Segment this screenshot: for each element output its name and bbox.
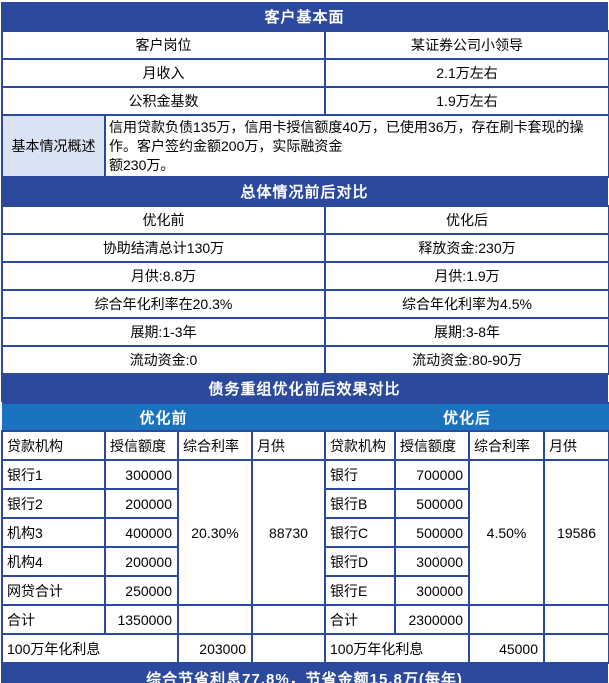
lender-name: 网贷合计 [1, 575, 106, 606]
total-label-after: 合计 [324, 604, 397, 635]
column-header-row: 贷款机构 授信额度 综合利率 月供 贷款机构 授信额度 综合利率 月供 [1, 430, 609, 461]
credit-amount: 500000 [394, 517, 471, 548]
term-after: 展期:3-8年 [324, 317, 609, 347]
table-row: 月供:8.8万 月供:1.9万 [1, 261, 609, 291]
table-row: 展期:1-3年 展期:3-8年 [1, 317, 609, 347]
credit-amount: 200000 [104, 488, 179, 519]
annual-interest-label-after: 100万年化利息 [324, 633, 471, 664]
annual-interest-label-before: 100万年化利息 [1, 633, 179, 664]
monthly-payment-after: 月供:1.9万 [324, 261, 609, 291]
customer-basics-table: 客户岗位 某证券公司小领导 月收入 2.1万左右 公积金基数 1.9万左右 基本… [1, 30, 609, 178]
savings-summary-footer: 综合节省利息77.8%，节省金额15.8万(每年) [1, 664, 608, 683]
housing-fund-base-value: 1.9万左右 [324, 86, 609, 116]
col-lender-after: 贷款机构 [324, 430, 397, 461]
monthly-payment-before: 月供:8.8万 [1, 261, 326, 291]
credit-amount: 500000 [394, 488, 471, 519]
total-row: 合计 1350000 合计 2300000 [1, 604, 609, 635]
lender-name: 银行1 [1, 459, 106, 490]
lender-name: 银行C [324, 517, 397, 548]
empty-cell [250, 604, 327, 635]
annual-interest-before: 203000 [177, 633, 253, 664]
table-row: 机构3 400000 银行C 500000 [1, 517, 609, 548]
credit-amount: 300000 [394, 575, 471, 606]
total-amount-before: 1350000 [104, 604, 179, 635]
housing-fund-base-label: 公积金基数 [1, 86, 326, 116]
monthly-income-label: 月收入 [1, 58, 326, 88]
after-header: 优化后 [324, 205, 609, 235]
credit-amount: 200000 [104, 546, 179, 577]
monthly-payment-after-value: 19586 [543, 459, 609, 606]
credit-amount: 700000 [394, 459, 471, 490]
term-before: 展期:1-3年 [1, 317, 326, 347]
col-payment-after: 月供 [543, 430, 609, 461]
before-header: 优化前 [1, 205, 326, 235]
table-row: 流动资金:0 流动资金:80-90万 [1, 345, 609, 375]
combined-rate-after: 4.50% [468, 459, 546, 606]
lender-name: 机构4 [1, 546, 106, 577]
col-credit-before: 授信额度 [104, 430, 179, 461]
released-funds-after: 释放资金:230万 [324, 233, 609, 263]
liquidity-after: 流动资金:80-90万 [324, 345, 609, 375]
monthly-payment-before-value: 88730 [250, 459, 327, 606]
settled-total-before: 协助结清总计130万 [1, 233, 326, 263]
customer-role-value: 某证券公司小领导 [324, 30, 609, 60]
basic-overview-text: 信用贷款负债135万，信用卡授信额度40万，已使用36万，存在刷卡套现的操作。客… [104, 114, 609, 178]
empty-cell [468, 604, 546, 635]
total-label-before: 合计 [1, 604, 106, 635]
before-band-label: 优化前 [2, 402, 326, 432]
section-title-restructuring-effect: 债务重组优化前后效果对比 [1, 375, 608, 402]
combined-rate-before: 20.30% [177, 459, 253, 606]
table-row: 客户岗位 某证券公司小领导 [1, 30, 609, 60]
section-title-overall-comparison: 总体情况前后对比 [1, 178, 608, 205]
annual-rate-before: 综合年化利率在20.3% [1, 289, 326, 319]
annual-rate-after: 综合年化利率为4.5% [324, 289, 609, 319]
table-row: 月收入 2.1万左右 [1, 58, 609, 88]
customer-role-label: 客户岗位 [1, 30, 326, 60]
overall-comparison-table: 优化前 优化后 协助结清总计130万 释放资金:230万 月供:8.8万 月供:… [1, 205, 609, 375]
col-lender-before: 贷款机构 [1, 430, 106, 461]
empty-cell [543, 633, 609, 664]
col-rate-before: 综合利率 [177, 430, 253, 461]
table-row: 协助结清总计130万 释放资金:230万 [1, 233, 609, 263]
lender-name: 银行D [324, 546, 397, 577]
lender-name: 银行E [324, 575, 397, 606]
lender-name: 机构3 [1, 517, 106, 548]
empty-cell [177, 604, 253, 635]
monthly-income-value: 2.1万左右 [324, 58, 609, 88]
after-band-label: 优化后 [325, 402, 609, 432]
lender-name: 银行B [324, 488, 397, 519]
lender-name: 银行2 [1, 488, 106, 519]
section-title-customer-basics: 客户基本面 [1, 2, 608, 30]
table-row: 银行2 200000 银行B 500000 [1, 488, 609, 519]
table-row: 公积金基数 1.9万左右 [1, 86, 609, 116]
table-row: 综合年化利率在20.3% 综合年化利率为4.5% [1, 289, 609, 319]
col-credit-after: 授信额度 [394, 430, 471, 461]
empty-cell [543, 604, 609, 635]
liquidity-before: 流动资金:0 [1, 345, 326, 375]
lender-name: 银行 [324, 459, 397, 490]
table-row: 银行1 300000 20.30% 88730 银行 700000 4.50% … [1, 459, 609, 606]
empty-cell [250, 633, 327, 664]
total-amount-after: 2300000 [394, 604, 471, 635]
before-after-band: 优化前 优化后 [2, 402, 609, 432]
annual-interest-row: 100万年化利息 203000 100万年化利息 45000 [1, 633, 609, 664]
credit-amount: 300000 [394, 546, 471, 577]
credit-amount: 250000 [104, 575, 179, 606]
col-rate-after: 综合利率 [468, 430, 546, 461]
table-row: 基本情况概述 信用贷款负债135万，信用卡授信额度40万，已使用36万，存在刷卡… [1, 114, 609, 178]
table-row: 机构4 200000 银行D 300000 [1, 546, 609, 577]
loan-detail-table: 优化前 优化后 贷款机构 授信额度 综合利率 月供 贷款机构 授信额度 综合利率… [1, 402, 609, 664]
table-row: 网贷合计 250000 银行E 300000 [1, 575, 609, 606]
annual-interest-after: 45000 [468, 633, 546, 664]
credit-amount: 400000 [104, 517, 179, 548]
table-row: 优化前 优化后 [1, 205, 609, 235]
basic-overview-label: 基本情况概述 [1, 114, 106, 178]
col-payment-before: 月供 [250, 430, 327, 461]
credit-amount: 300000 [104, 459, 179, 490]
